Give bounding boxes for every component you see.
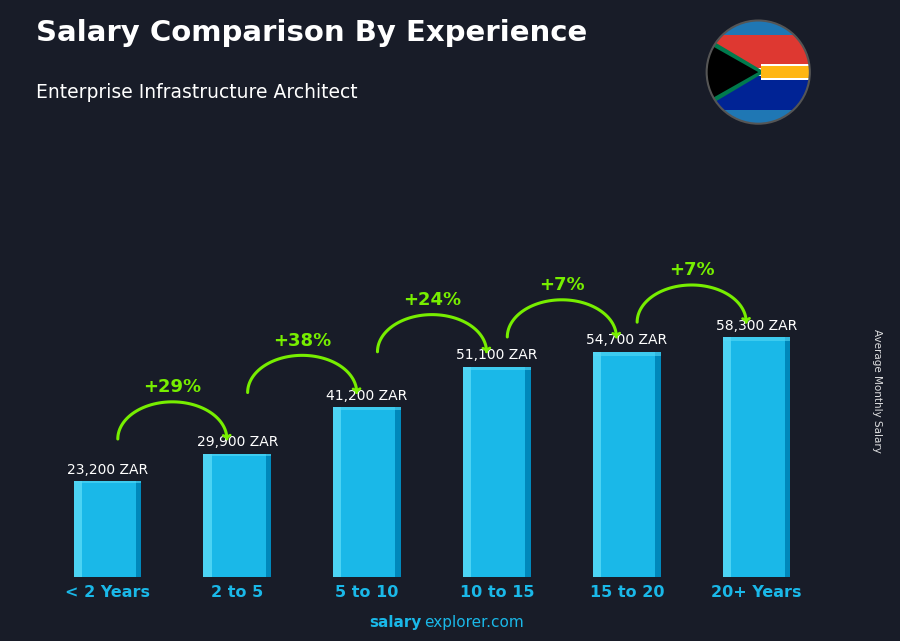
Text: 54,700 ZAR: 54,700 ZAR: [586, 333, 667, 347]
FancyBboxPatch shape: [785, 337, 790, 577]
FancyBboxPatch shape: [526, 367, 531, 577]
Text: explorer.com: explorer.com: [424, 615, 524, 630]
Text: 58,300 ZAR: 58,300 ZAR: [716, 319, 797, 333]
FancyBboxPatch shape: [464, 367, 472, 577]
FancyBboxPatch shape: [333, 408, 400, 577]
FancyBboxPatch shape: [464, 367, 531, 577]
Text: +24%: +24%: [403, 291, 461, 309]
Text: +38%: +38%: [273, 332, 331, 350]
Bar: [702, 68, 814, 76]
FancyBboxPatch shape: [395, 408, 400, 577]
Polygon shape: [702, 40, 758, 104]
FancyBboxPatch shape: [593, 352, 661, 577]
FancyBboxPatch shape: [723, 337, 790, 342]
Text: +7%: +7%: [539, 276, 585, 294]
FancyBboxPatch shape: [136, 481, 141, 577]
FancyBboxPatch shape: [593, 352, 661, 356]
FancyBboxPatch shape: [74, 481, 141, 577]
Text: Average Monthly Salary: Average Monthly Salary: [872, 329, 883, 453]
FancyBboxPatch shape: [74, 481, 82, 577]
Text: 23,200 ZAR: 23,200 ZAR: [67, 463, 148, 477]
FancyBboxPatch shape: [655, 352, 661, 577]
FancyBboxPatch shape: [203, 454, 271, 456]
Text: 51,100 ZAR: 51,100 ZAR: [456, 348, 537, 362]
FancyBboxPatch shape: [723, 337, 731, 577]
Text: salary: salary: [369, 615, 421, 630]
Text: Salary Comparison By Experience: Salary Comparison By Experience: [36, 19, 587, 47]
FancyBboxPatch shape: [203, 454, 212, 577]
Bar: [761, 78, 873, 80]
FancyBboxPatch shape: [333, 408, 400, 410]
FancyBboxPatch shape: [464, 367, 531, 370]
Bar: [702, 35, 814, 72]
Polygon shape: [702, 35, 765, 110]
FancyBboxPatch shape: [333, 408, 341, 577]
FancyBboxPatch shape: [266, 454, 271, 577]
Bar: [761, 64, 873, 66]
Text: 29,900 ZAR: 29,900 ZAR: [196, 435, 278, 449]
FancyBboxPatch shape: [74, 481, 141, 483]
FancyBboxPatch shape: [723, 337, 790, 577]
Text: +7%: +7%: [669, 262, 715, 279]
Bar: [702, 72, 814, 110]
FancyBboxPatch shape: [593, 352, 601, 577]
FancyBboxPatch shape: [203, 454, 271, 577]
Text: 41,200 ZAR: 41,200 ZAR: [327, 389, 408, 403]
Circle shape: [706, 21, 810, 124]
Text: Enterprise Infrastructure Architect: Enterprise Infrastructure Architect: [36, 83, 357, 103]
Bar: [761, 66, 873, 78]
Circle shape: [706, 21, 810, 124]
Text: +29%: +29%: [143, 378, 202, 396]
